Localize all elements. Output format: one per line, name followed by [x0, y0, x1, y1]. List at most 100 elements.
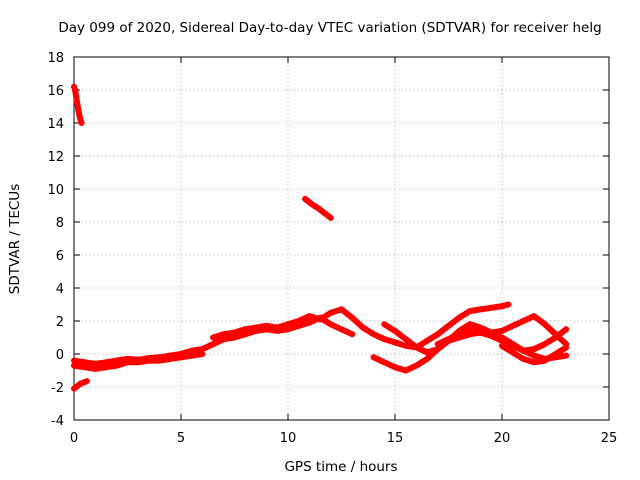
data-point: [499, 342, 505, 349]
y-tick-label: 0: [56, 348, 64, 363]
data-point: [274, 324, 281, 331]
data-point: [531, 313, 538, 320]
series-arc-low-start: [71, 378, 90, 392]
data-point: [445, 336, 452, 343]
x-tick-label: 5: [177, 431, 185, 446]
data-point: [156, 357, 163, 364]
y-tick-label: 2: [56, 315, 64, 330]
data-point: [381, 321, 388, 328]
data-point: [74, 100, 81, 107]
data-point: [327, 309, 334, 316]
chart-title: Day 099 of 2020, Sidereal Day-to-day VTE…: [58, 20, 601, 36]
x-tick-label: 0: [70, 431, 78, 446]
data-point: [210, 334, 217, 341]
data-point: [319, 208, 326, 215]
y-tick-label: 4: [56, 282, 64, 297]
data-point: [349, 331, 356, 338]
data-point: [242, 326, 249, 333]
data-point: [424, 355, 431, 362]
data-point: [295, 318, 302, 324]
series-band-upper: [210, 306, 345, 341]
x-tick-label: 15: [387, 431, 404, 446]
data-point: [434, 331, 441, 338]
data-point: [563, 344, 570, 351]
grid-lines: [74, 57, 609, 420]
data-point: [509, 349, 516, 356]
data-point: [359, 324, 366, 331]
data-point: [541, 357, 548, 364]
data-point: [92, 365, 99, 372]
data-point: [306, 313, 313, 320]
y-tick-label: 6: [56, 249, 64, 264]
data-point: [78, 120, 85, 126]
data-point: [402, 336, 409, 343]
data-point: [178, 354, 184, 361]
data-point: [306, 199, 313, 206]
data-point: [188, 352, 195, 359]
data-point: [488, 304, 495, 311]
data-point: [103, 364, 110, 371]
data-point: [413, 344, 420, 351]
data-point: [541, 321, 548, 328]
data-point: [252, 324, 259, 331]
data-point: [349, 314, 356, 321]
x-tick-label: 25: [601, 431, 618, 446]
data-series: [71, 83, 570, 392]
data-point: [477, 306, 484, 313]
series-arc-high-start: [71, 83, 85, 126]
data-point: [520, 355, 527, 362]
data-point: [434, 341, 441, 348]
data-point: [302, 195, 309, 202]
data-point: [210, 341, 217, 348]
series-band-main: [71, 314, 356, 367]
data-point: [392, 327, 398, 334]
data-point: [520, 318, 527, 324]
data-point: [424, 337, 431, 344]
y-tick-label: 12: [47, 150, 64, 165]
data-point: [381, 336, 388, 343]
y-tick-label: 14: [47, 117, 64, 132]
data-point: [145, 357, 152, 364]
data-point: [402, 367, 409, 374]
data-point: [72, 87, 79, 93]
data-point: [317, 316, 324, 323]
data-point: [466, 321, 473, 328]
data-point: [531, 346, 538, 353]
data-point: [509, 342, 516, 349]
y-axis-label: SDTVAR / TECUs: [7, 184, 23, 294]
data-point: [327, 321, 334, 328]
data-point: [541, 341, 548, 348]
data-point: [81, 364, 88, 371]
data-point: [75, 106, 82, 113]
data-point: [413, 362, 420, 369]
data-point: [477, 329, 484, 336]
y-tick-label: 16: [47, 84, 64, 99]
data-point: [263, 322, 270, 329]
y-tick-label: 8: [56, 216, 64, 231]
data-point: [83, 378, 90, 385]
data-point: [231, 329, 238, 336]
axis-ticks: -4 -2 0 2 4 6 8 10 12 14 16 18 0 5 10 15 20 25: [47, 51, 617, 446]
data-point: [314, 204, 321, 211]
data-point: [402, 342, 409, 349]
data-point: [71, 362, 77, 369]
data-point: [199, 351, 206, 357]
series-arc-late-5: [499, 342, 570, 366]
data-point: [124, 359, 131, 366]
data-point: [370, 354, 377, 361]
y-tick-label: 10: [47, 183, 64, 198]
data-point: [424, 349, 431, 356]
data-point: [370, 331, 377, 338]
data-point: [466, 327, 473, 334]
y-tick-label: -4: [51, 414, 64, 429]
x-axis-label: GPS time / hours: [284, 459, 397, 475]
series-line: [381, 313, 570, 356]
data-point: [445, 322, 452, 329]
data-point: [563, 326, 570, 333]
data-point: [392, 339, 398, 346]
data-point: [327, 214, 334, 221]
data-point: [552, 351, 559, 357]
data-point: [381, 359, 388, 366]
x-tick-label: 10: [280, 431, 297, 446]
data-point: [220, 331, 227, 338]
